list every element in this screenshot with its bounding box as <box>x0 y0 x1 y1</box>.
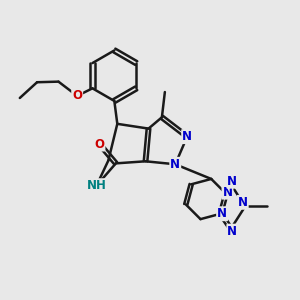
Text: NH: NH <box>87 179 106 192</box>
Text: N: N <box>227 175 237 188</box>
Text: O: O <box>72 89 82 102</box>
Text: N: N <box>217 207 227 220</box>
Text: N: N <box>170 158 180 171</box>
Text: N: N <box>227 225 237 238</box>
Text: N: N <box>223 186 232 199</box>
Text: N: N <box>238 196 248 209</box>
Text: O: O <box>94 138 104 151</box>
Text: N: N <box>182 130 192 143</box>
